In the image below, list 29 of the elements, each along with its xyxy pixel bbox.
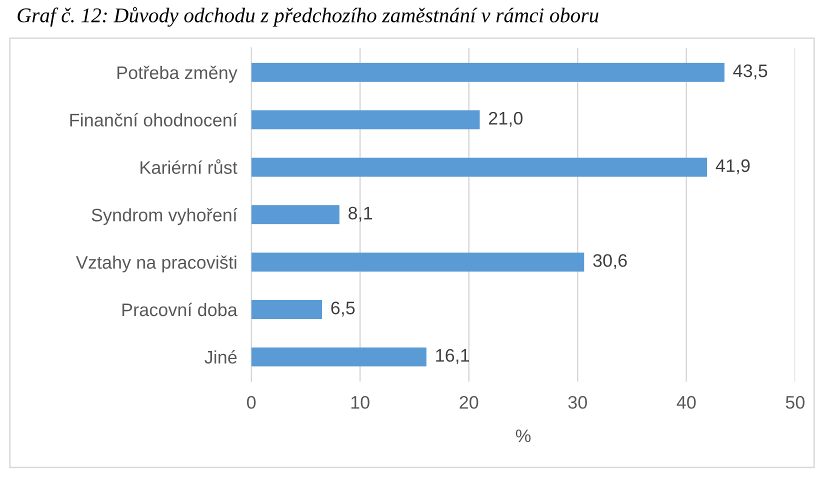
y-tick-label: Syndrom vyhoření [92,208,238,226]
y-tick-label: Vztahy na pracovišti [76,256,236,272]
data-label: 8,1 [348,206,372,222]
x-tick-label: 30 [568,396,587,409]
y-tick-label: Finanční ohodnocení [70,113,238,127]
bar [251,300,322,319]
data-label: 41,9 [716,159,750,174]
data-label: 21,0 [488,112,522,127]
data-label: 30,6 [593,254,627,270]
y-tick-label: Jiné [204,350,237,364]
data-label: 6,5 [331,302,355,316]
bar [251,110,480,130]
x-tick-label: 10 [351,396,370,409]
x-tick-label: 40 [676,396,696,409]
y-tick-label: Potřeba změny [117,66,238,83]
data-label: 43,5 [733,64,768,80]
x-axis-title: % [516,430,531,442]
bar [251,62,724,82]
bar [251,158,708,177]
chart-title: Graf č. 12: Důvody odchodu z předchozího zaměstnání v rámci oboru [18,7,598,27]
bar [251,205,340,224]
bar [251,252,584,272]
bar [251,347,426,366]
x-tick-label: 50 [786,396,804,409]
y-tick-label: Pracovní doba [122,302,238,316]
y-tick-label: Kariérní růst [140,159,238,174]
x-tick-label: 20 [460,396,478,409]
x-tick-label: 0 [247,396,256,409]
data-label: 16,1 [436,349,470,364]
